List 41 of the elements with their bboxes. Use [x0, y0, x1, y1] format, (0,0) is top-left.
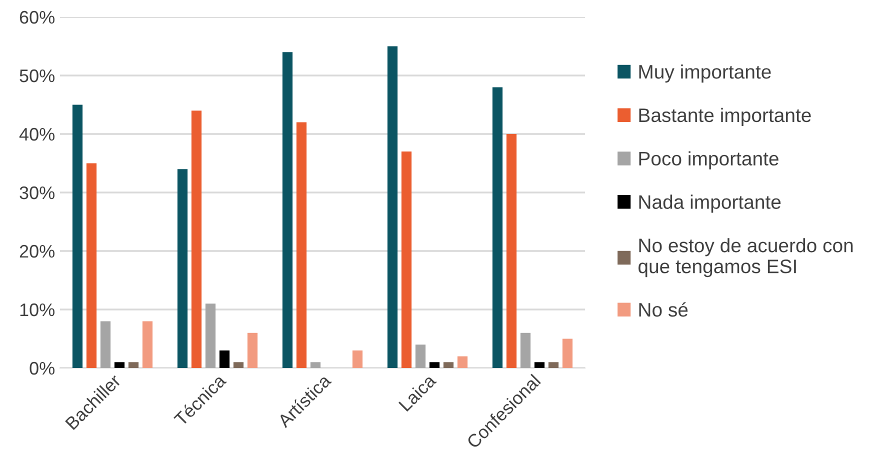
bar	[429, 362, 440, 368]
bar	[401, 152, 412, 368]
legend-label: Bastante importante	[639, 108, 811, 126]
bar	[506, 134, 517, 368]
y-tick-label: 30%	[20, 186, 54, 200]
y-tick-label: 60%	[20, 10, 54, 24]
bar	[114, 362, 125, 368]
bar	[191, 110, 202, 368]
bar	[72, 104, 83, 368]
legend-label: Poco importante	[639, 151, 778, 170]
bar	[142, 321, 153, 368]
bar	[247, 332, 258, 368]
bar	[443, 362, 454, 368]
bar	[562, 338, 573, 368]
bar	[534, 362, 545, 368]
bar	[219, 350, 230, 368]
bar	[205, 304, 216, 368]
bar	[548, 362, 559, 368]
bar	[100, 321, 111, 368]
bar	[233, 362, 244, 368]
bar	[177, 169, 188, 368]
legend-label: Muy importante	[639, 64, 771, 83]
y-tick-label: 20%	[20, 244, 54, 258]
bar	[128, 362, 139, 368]
y-tick-label: 40%	[19, 128, 54, 141]
legend-label: Nada importante	[639, 194, 781, 213]
legend-label: No estoy de acuerdo con que tengamos ESI	[638, 238, 853, 278]
bar	[86, 163, 97, 368]
bar	[492, 87, 503, 368]
y-tick-label: 0%	[30, 362, 54, 375]
bar	[457, 356, 468, 368]
y-tick-label: 10%	[20, 303, 54, 316]
bar	[387, 46, 398, 368]
bar	[520, 332, 531, 368]
bar	[415, 344, 426, 368]
bar	[352, 350, 363, 368]
y-tick-label: 50%	[20, 69, 54, 82]
legend-label: No sé	[639, 302, 688, 317]
bar	[296, 122, 307, 368]
bar	[282, 52, 293, 368]
bar	[310, 362, 321, 368]
